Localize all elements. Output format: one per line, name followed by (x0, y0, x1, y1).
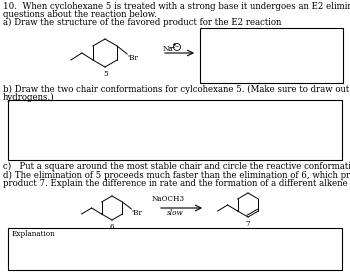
Text: hydrogens.): hydrogens.) (3, 93, 55, 102)
Text: Na: Na (163, 45, 174, 53)
Text: slow: slow (167, 209, 183, 217)
Text: 7: 7 (246, 220, 250, 228)
Bar (8, 228, 342, 270)
Text: Explanation: Explanation (12, 230, 56, 238)
Text: d) The elimination of 5 proceeds much faster than the elimination of 6, which pr: d) The elimination of 5 proceeds much fa… (3, 171, 350, 180)
Text: c)   Put a square around the most stable chair and circle the reactive conformat: c) Put a square around the most stable c… (3, 162, 350, 171)
Text: a) Draw the structure of the favored product for the E2 reaction: a) Draw the structure of the favored pro… (3, 18, 281, 27)
Text: 'Br: 'Br (131, 209, 142, 217)
Text: 5: 5 (103, 70, 108, 78)
Text: NaOCH3: NaOCH3 (152, 195, 184, 203)
Bar (8, 100, 342, 160)
Text: product 7. Explain the difference in rate and the formation of a different alken: product 7. Explain the difference in rat… (3, 179, 350, 188)
Text: 10.  When cyclohexane 5 is treated with a strong base it undergoes an E2 elimina: 10. When cyclohexane 5 is treated with a… (3, 2, 350, 11)
Text: 'Br: 'Br (127, 54, 138, 62)
Text: questions about the reaction below.: questions about the reaction below. (3, 10, 157, 19)
Text: 6: 6 (110, 223, 115, 231)
Bar (200, 28, 343, 83)
Text: −: − (175, 44, 179, 50)
Text: b) Draw the two chair conformations for cylcohexane 5. (Make sure to draw out al: b) Draw the two chair conformations for … (3, 85, 350, 94)
